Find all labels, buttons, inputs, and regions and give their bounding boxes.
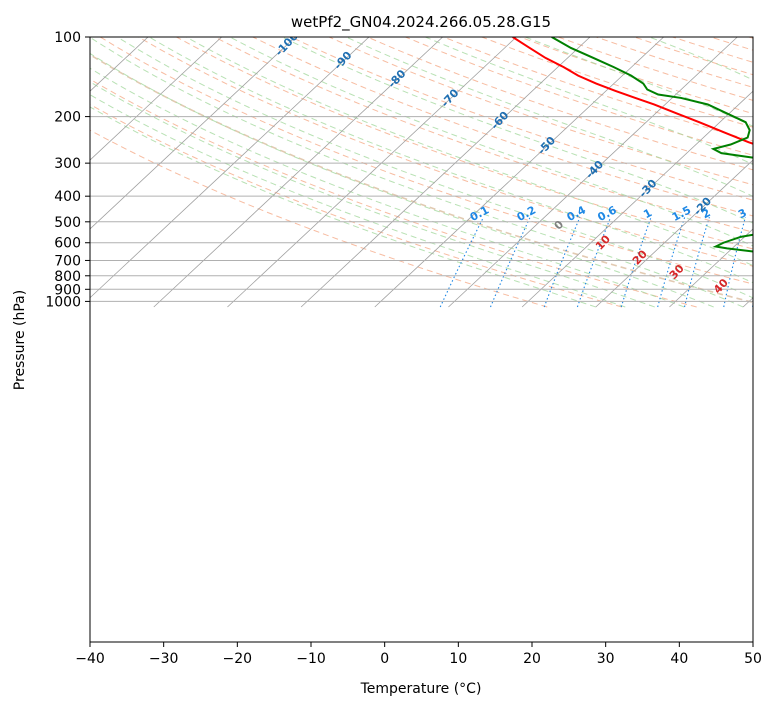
dry-adiabat-line	[90, 129, 548, 308]
y-tick-label: 300	[54, 156, 81, 172]
dry-adiabat-label: 0	[552, 218, 567, 233]
temperature-line	[512, 37, 753, 145]
isotherm-label: -10	[750, 208, 773, 232]
y-tick-label: 200	[54, 110, 81, 126]
moist-adiabat-line	[90, 67, 685, 308]
mixing-ratio-label: 1.5	[670, 203, 693, 224]
isotherm-line	[448, 37, 738, 308]
x-axis-label: Temperature (°C)	[360, 681, 482, 697]
dry-adiabat-line	[214, 37, 753, 233]
dry-adiabat-line	[90, 103, 623, 308]
x-tick-label: 0	[380, 651, 389, 667]
moist-adiabat-line	[185, 37, 753, 267]
moist-adiabat-line	[649, 37, 753, 81]
x-tick-label: 30	[597, 651, 615, 667]
mixing-ratio-label: 0.2	[515, 203, 538, 224]
x-axis-ticks: −40 −30 −20 −10 0 10 20 30 40 50	[75, 642, 762, 667]
x-tick-label: −10	[296, 651, 326, 667]
dry-adiabat-line	[99, 37, 753, 285]
dry-adiabat-label: 10	[593, 232, 613, 252]
isotherm-line	[0, 37, 1, 307]
moist-adiabat-line	[148, 37, 753, 284]
dry-adiabat-line	[481, 37, 753, 128]
mixing-ratio-label: 2	[700, 206, 713, 221]
moist-adiabat-line	[345, 37, 753, 197]
moist-adiabat-line	[524, 37, 753, 127]
moist-adiabat-line	[229, 37, 753, 247]
isotherm-line	[90, 37, 149, 92]
x-tick-label: −40	[75, 651, 105, 667]
isotherms	[0, 37, 753, 308]
dry-adiabat-line	[138, 37, 753, 267]
mixing-ratio-label: 0.1	[468, 203, 491, 224]
y-tick-label: 500	[54, 215, 81, 231]
mixing-ratio-line	[723, 216, 746, 308]
dry-adiabats	[90, 37, 753, 308]
isotherm-line	[90, 37, 222, 161]
moist-adiabat-line	[90, 37, 744, 308]
dry-adiabat-line	[90, 53, 753, 304]
mixing-ratio-line	[439, 216, 484, 308]
isotherm-line	[669, 228, 753, 308]
mixing-ratio-label: 3	[736, 206, 749, 221]
isotherm-line	[300, 37, 591, 308]
mixing-ratio-line	[683, 216, 710, 308]
plot-frame	[89, 36, 754, 643]
isotherm-line	[227, 37, 517, 308]
x-tick-label: 50	[744, 651, 762, 667]
dry-adiabat-label: 40	[711, 276, 731, 296]
isotherm-line	[153, 37, 443, 308]
y-tick-label: 700	[54, 253, 81, 269]
dry-adiabat-line	[252, 37, 753, 217]
dry-adiabat-line	[176, 37, 753, 250]
plot-area: -100-90-80-70-60-50-40-30-20-10 0.1 0.2 0.…	[0, 37, 775, 308]
moist-adiabat-line	[425, 37, 753, 166]
mixing-ratio-lines	[439, 216, 753, 308]
x-tick-label: 40	[670, 651, 688, 667]
mixing-ratio-line	[657, 216, 686, 308]
y-axis-label: Pressure (hPa)	[12, 290, 28, 390]
isotherm-line	[374, 37, 664, 308]
dry-adiabat-line	[90, 78, 697, 308]
x-tick-label: −20	[223, 651, 253, 667]
dry-adiabat-line	[367, 37, 753, 171]
isotherm-line	[521, 90, 753, 308]
dry-adiabat-line	[405, 37, 753, 156]
x-tick-label: −30	[149, 651, 179, 667]
isotherm-line	[90, 37, 370, 299]
x-tick-label: 10	[449, 651, 467, 667]
isobars	[90, 37, 753, 302]
mixing-ratio-line	[620, 216, 652, 308]
isotherm-line	[90, 37, 296, 230]
dewpoint-line	[551, 37, 753, 253]
isotherm-line	[595, 159, 753, 308]
x-tick-label: 20	[523, 651, 541, 667]
y-tick-label: 600	[54, 236, 81, 252]
y-tick-label: 900	[54, 282, 81, 298]
y-tick-label: 1000	[45, 294, 81, 310]
moist-adiabat-line	[90, 106, 596, 308]
chart-title: wetPf2_GN04.2024.266.05.28.G15	[291, 13, 551, 32]
dry-adiabat-line	[290, 37, 753, 201]
y-tick-label: 400	[54, 189, 81, 205]
moist-adiabat-line	[90, 52, 714, 308]
moist-adiabat-line	[90, 81, 655, 308]
mixing-ratio-line	[752, 301, 753, 308]
moist-adiabats	[90, 37, 753, 308]
y-tick-label: 100	[54, 30, 81, 46]
isotherm-labels: -100-90-80-70-60-50-40-30-20-10	[273, 37, 773, 232]
mixing-ratio-label: 4	[763, 206, 775, 221]
y-tick-label: 800	[54, 269, 81, 285]
mixing-ratio-label: 0.4	[565, 203, 589, 224]
